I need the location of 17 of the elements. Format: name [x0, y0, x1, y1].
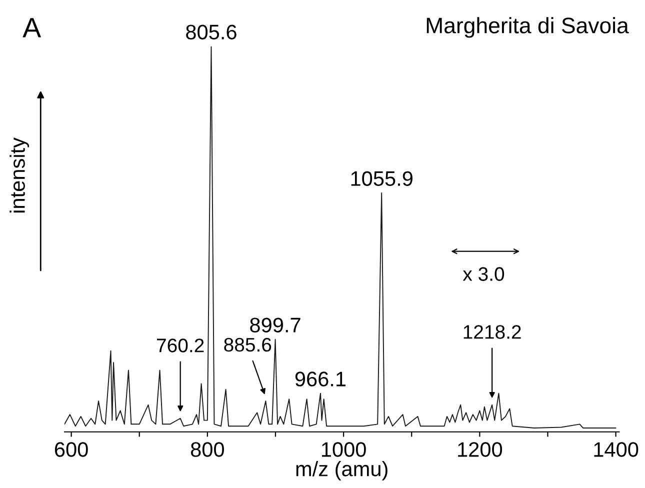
x-tick-label: 1000	[322, 442, 366, 457]
text: A	[22, 18, 42, 38]
annotation: 899.7	[250, 318, 300, 332]
annotation: 760.2	[157, 338, 204, 352]
annotation: 885.6	[224, 338, 272, 352]
annotation: 805.6	[186, 24, 236, 40]
annotation: 1055.9	[351, 171, 412, 186]
x-tick-label: 1200	[458, 442, 502, 457]
x-tick-label: 600	[54, 442, 88, 457]
annotation: 1218.2	[464, 325, 521, 339]
annotation: x 3.0	[462, 267, 504, 281]
chart-title: Margherita di Savoia	[426, 17, 629, 38]
x-tick-label: 1400	[594, 442, 638, 457]
y-axis-title: intensity	[10, 138, 30, 212]
annotation: 966.1	[295, 372, 346, 386]
x-tick-label: 800	[190, 442, 224, 457]
x-axis-title: m/z (amu)	[296, 461, 388, 480]
